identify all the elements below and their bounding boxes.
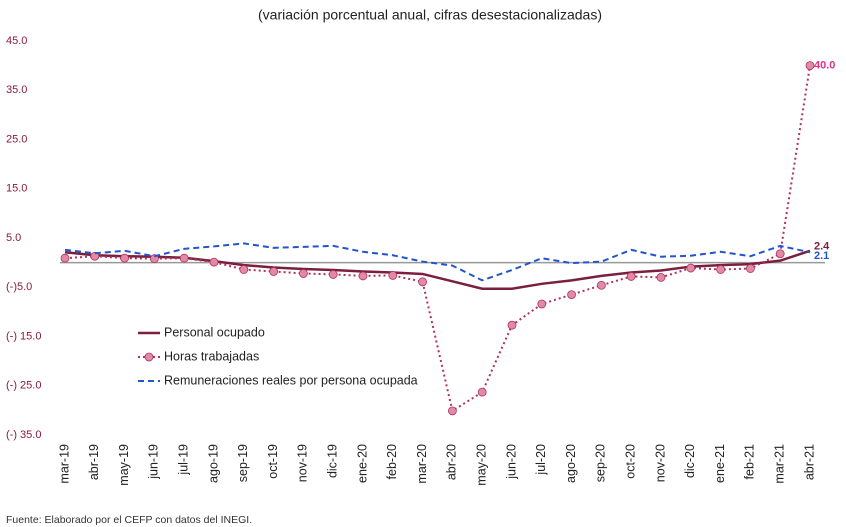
source-note: Fuente: Elaborado por el CEFP con datos …: [6, 514, 252, 526]
legend-label: Horas trabajadas: [164, 349, 259, 363]
point-marker: [567, 290, 576, 300]
y-tick-label: 45.0: [6, 35, 27, 47]
y-tick-label: 25.0: [6, 133, 27, 145]
x-tick-label: jul-20: [534, 444, 548, 476]
point-marker: [805, 61, 815, 71]
x-tick-label: oct-20: [623, 444, 637, 479]
x-tick-label: mar-19: [57, 444, 71, 484]
y-tick-label: (-) 25.0: [6, 380, 41, 392]
point-marker: [477, 387, 487, 397]
x-tick-label: sep-20: [594, 444, 608, 482]
point-marker: [775, 249, 785, 259]
point-marker: [120, 253, 129, 263]
x-tick-label: abr-21: [802, 444, 816, 480]
y-tick-label: 35.0: [6, 84, 27, 96]
x-tick-label: jun-19: [147, 444, 161, 480]
x-tick-label: mar-21: [772, 444, 786, 484]
x-tick-label: may-20: [474, 444, 488, 486]
y-tick-label: 15.0: [6, 183, 27, 195]
legend-label: Personal ocupado: [164, 325, 265, 339]
point-marker: [656, 272, 666, 282]
y-tick-label: (-)5.0: [6, 281, 32, 293]
point-marker: [447, 406, 457, 416]
point-marker: [298, 269, 308, 278]
x-tick-label: nov-20: [653, 444, 667, 482]
point-marker: [626, 272, 636, 281]
y-tick-label: (-) 15.0: [6, 330, 41, 342]
legend-marker: [144, 352, 154, 362]
x-tick-label: oct-19: [266, 444, 280, 479]
x-tick-label: dic-19: [325, 444, 339, 478]
y-tick-label: (-) 35.0: [6, 429, 41, 441]
x-tick-label: ago-19: [206, 444, 220, 483]
series-line: [64, 249, 811, 290]
x-tick-label: jun-20: [504, 444, 518, 480]
x-tick-label: abr-20: [445, 444, 459, 480]
x-tick-label: dic-20: [683, 444, 697, 478]
point-marker: [746, 264, 755, 273]
point-marker: [60, 253, 70, 263]
series-line: [64, 242, 811, 282]
series-line: [64, 65, 811, 413]
point-marker: [358, 271, 368, 281]
x-tick-label: sep-19: [236, 444, 250, 482]
point-marker: [90, 251, 100, 261]
point-marker: [507, 320, 517, 330]
chart-title: (variación porcentual anual, cifras dese…: [258, 7, 602, 23]
point-marker: [686, 263, 696, 273]
legend-label: Remuneraciones reales por persona ocupad…: [164, 373, 418, 387]
point-marker: [209, 257, 219, 267]
x-tick-label: ago-20: [564, 444, 578, 483]
x-tick-label: ene-21: [713, 444, 727, 483]
x-tick-label: nov-19: [296, 444, 310, 482]
x-tick-label: ene-20: [355, 444, 369, 483]
x-tick-label: abr-19: [87, 444, 101, 480]
data-label: 40.0: [814, 60, 835, 72]
point-marker: [179, 253, 189, 263]
data-label: 2.4: [814, 241, 830, 253]
x-tick-label: jul-19: [176, 444, 190, 476]
point-marker: [597, 280, 606, 290]
point-marker: [269, 267, 279, 276]
point-marker: [239, 265, 249, 274]
point-marker: [537, 299, 547, 309]
data-label: 2.1: [814, 250, 829, 262]
point-marker: [388, 271, 398, 280]
point-marker: [328, 270, 338, 279]
x-tick-label: feb-20: [385, 444, 399, 479]
y-tick-label: 5.0: [6, 232, 21, 244]
point-marker: [716, 265, 725, 274]
x-tick-label: may-19: [117, 444, 131, 486]
x-tick-label: mar-20: [415, 444, 429, 484]
x-tick-label: feb-21: [743, 444, 757, 479]
point-marker: [418, 277, 428, 287]
